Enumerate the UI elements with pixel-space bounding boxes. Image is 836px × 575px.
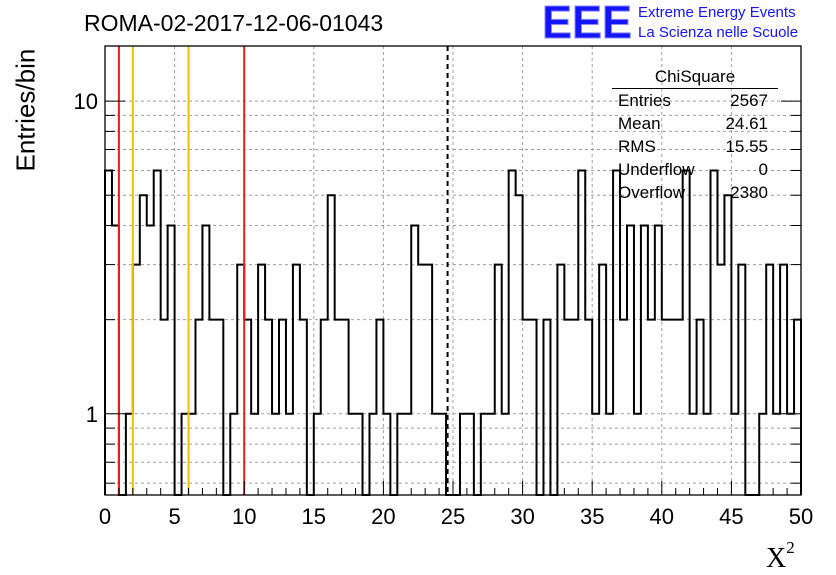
stats-label: Entries [618, 91, 671, 110]
y-tick-label: 10 [74, 89, 98, 114]
stats-label: Overflow [618, 183, 686, 202]
y-tick-label: 1 [86, 402, 98, 427]
x-tick-label: 30 [510, 504, 534, 529]
organization-name: Extreme Energy Events La Scienza nelle S… [638, 3, 798, 43]
stats-value: 15.55 [725, 137, 768, 156]
x-tick-label: 0 [99, 504, 111, 529]
stats-value: 0 [758, 160, 768, 179]
stats-value: 2567 [730, 91, 768, 110]
stats-row-rms: RMS 15.55 [612, 135, 778, 158]
stats-row-underflow: Underflow 0 [612, 158, 778, 181]
logo-text: EEE [542, 2, 632, 42]
stats-label: RMS [618, 137, 656, 156]
x-axis-label-main: X [766, 543, 787, 574]
x-tick-label: 20 [371, 504, 395, 529]
stats-value: 24.61 [725, 114, 768, 133]
x-tick-label: 25 [441, 504, 465, 529]
chart-title: ROMA-02-2017-12-06-01043 [84, 10, 384, 36]
x-axis-label-sup: 2 [786, 538, 795, 557]
x-tick-label: 5 [168, 504, 180, 529]
stats-box: ChiSquare Entries 2567 Mean 24.61 RMS 15.55 Un… [612, 66, 778, 204]
x-tick-label: 45 [719, 504, 743, 529]
org-line-1: Extreme Energy Events [638, 4, 796, 21]
stats-row-mean: Mean 24.61 [612, 112, 778, 135]
eee-logo-icon: EEE [542, 2, 633, 42]
x-tick-label: 35 [580, 504, 604, 529]
stats-row-entries: Entries 2567 [612, 89, 778, 112]
stats-label: Underflow [618, 160, 695, 179]
x-tick-label: 50 [789, 504, 813, 529]
org-line-2: La Scienza nelle Scuole [638, 24, 799, 41]
histogram-line [104, 169, 802, 496]
x-tick-label: 40 [650, 504, 674, 529]
stats-row-overflow: Overflow 2380 [612, 181, 778, 204]
x-tick-label: 10 [232, 504, 256, 529]
stats-value: 2380 [730, 183, 768, 202]
stats-label: Mean [618, 114, 661, 133]
x-tick-label: 15 [302, 504, 326, 529]
stats-title: ChiSquare [612, 66, 778, 89]
x-axis-label: X2 [766, 538, 795, 575]
